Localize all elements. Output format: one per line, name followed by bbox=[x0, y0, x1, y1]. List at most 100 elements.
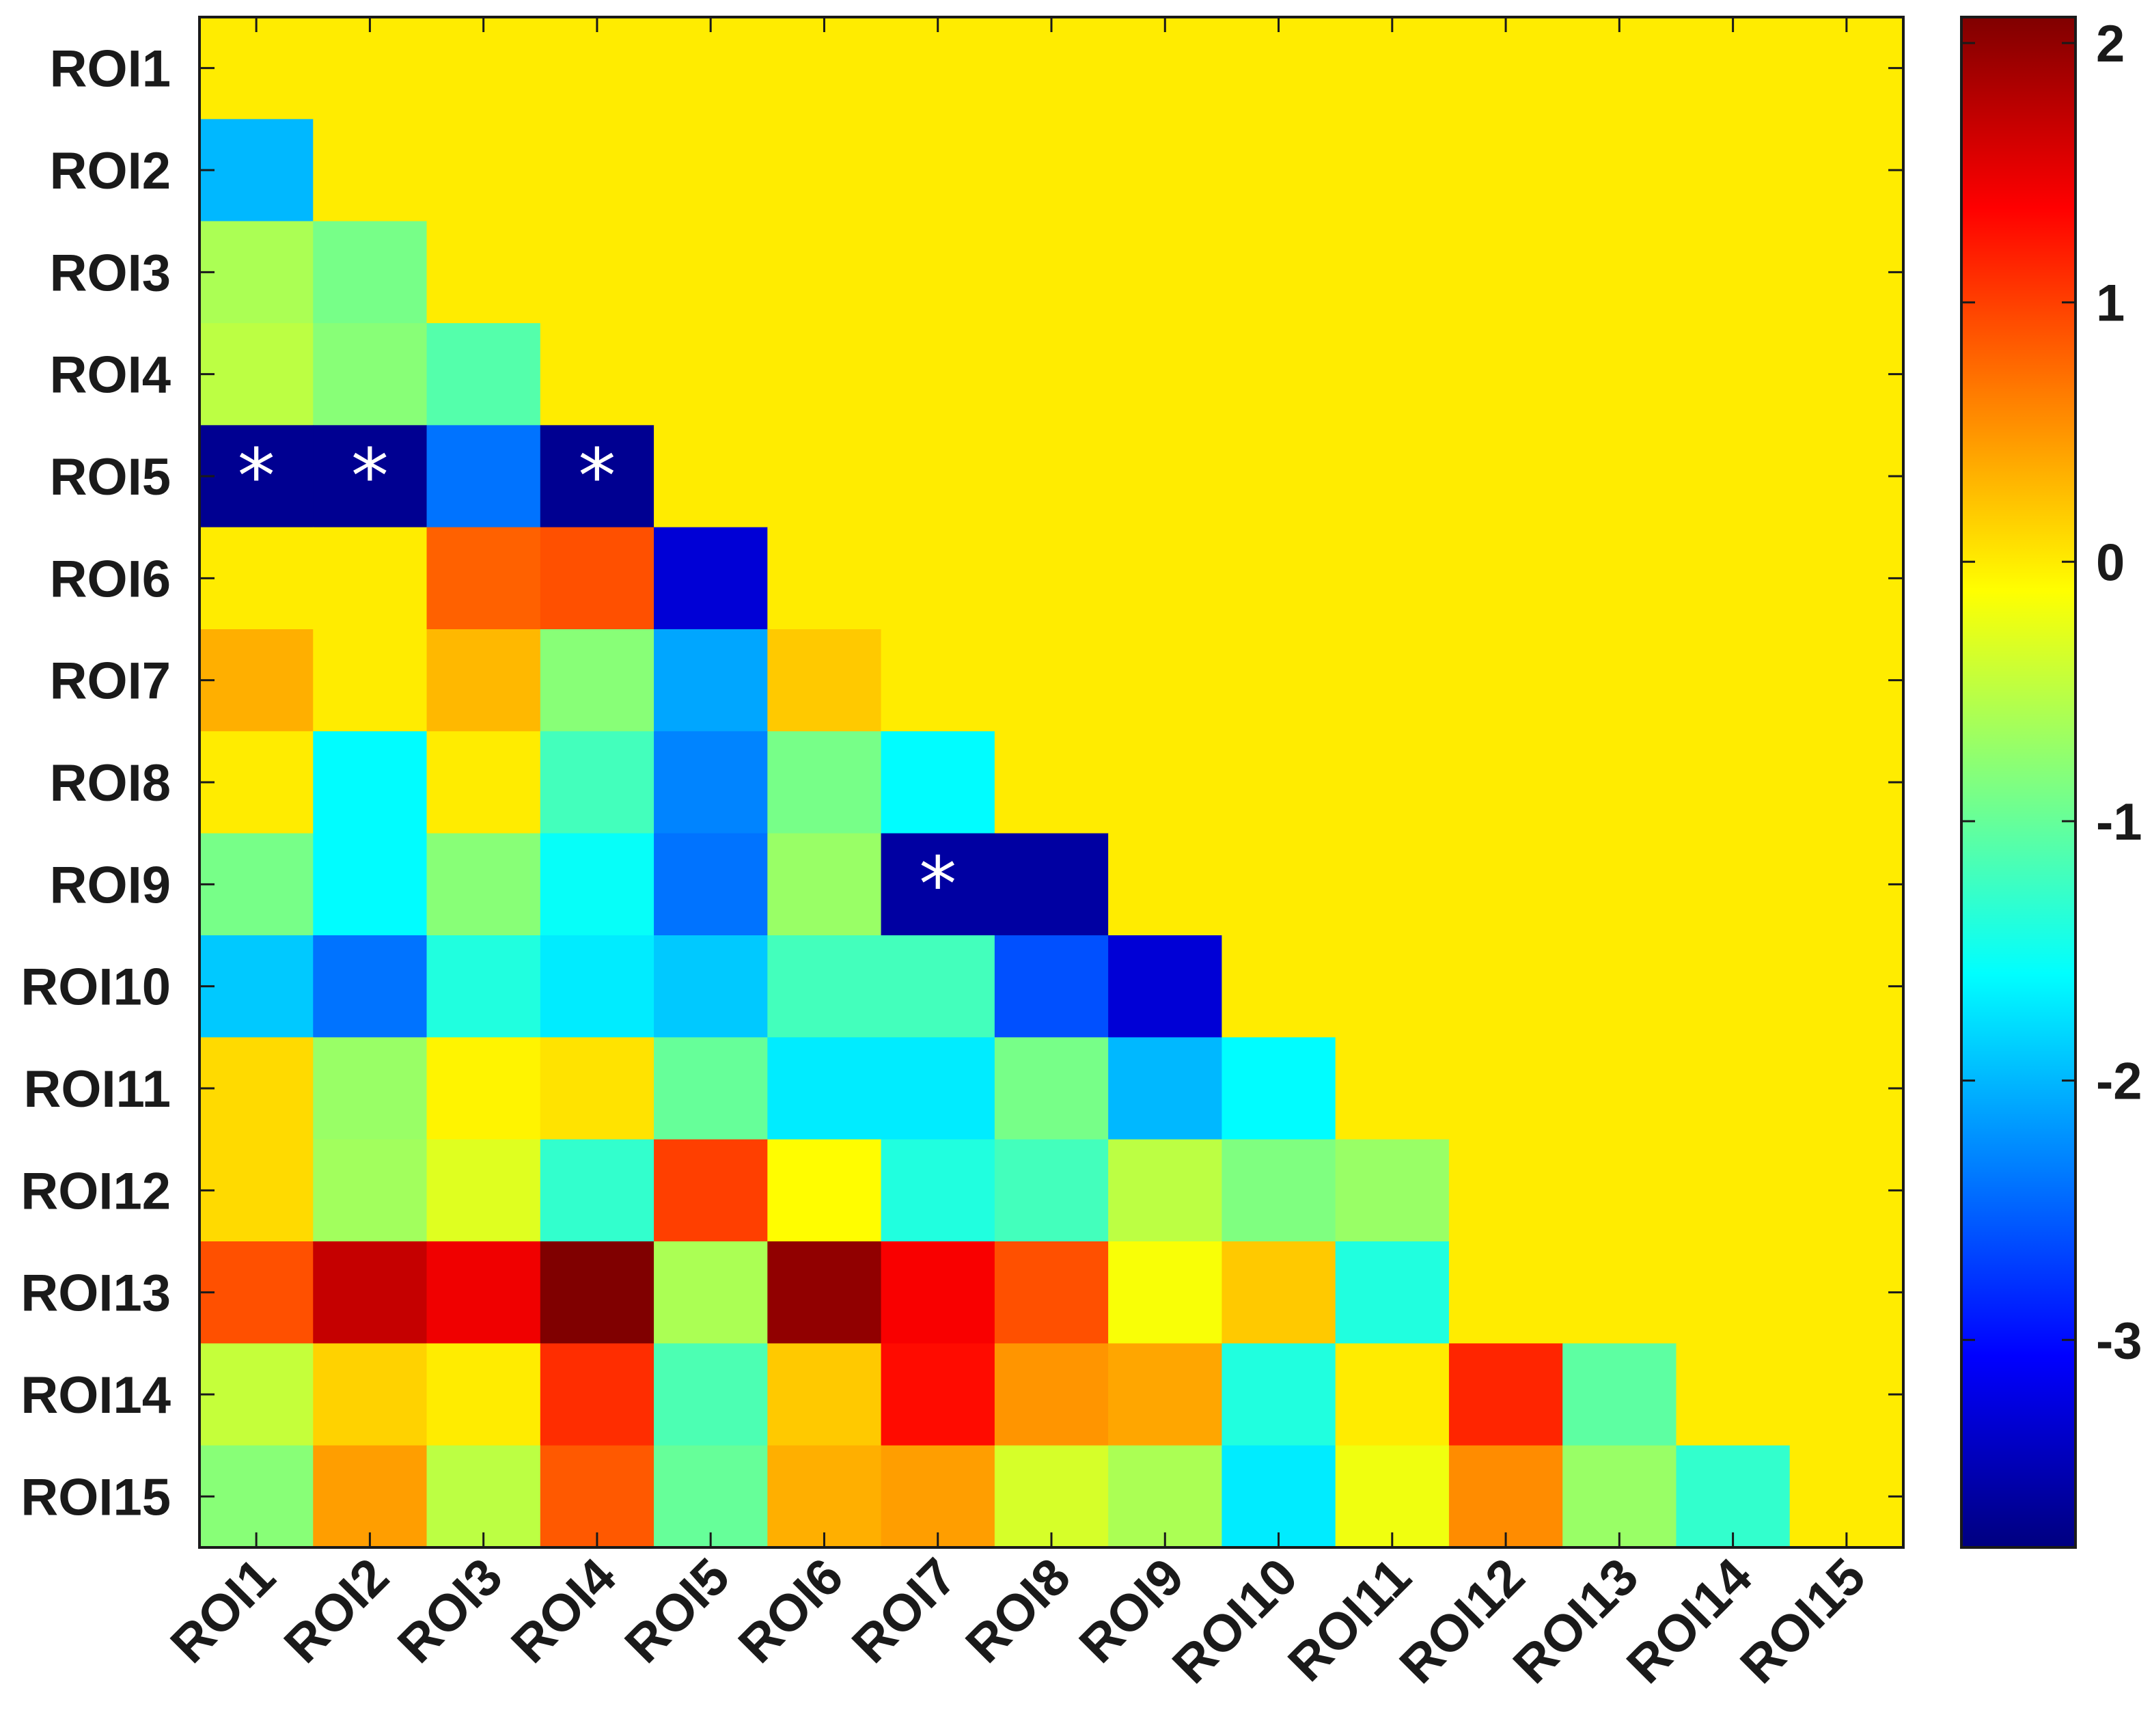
heatmap-cell-ROI3-ROI12 bbox=[1448, 221, 1563, 324]
heatmap-cell-ROI14-ROI12 bbox=[1448, 1343, 1563, 1446]
heatmap-cell-ROI6-ROI10 bbox=[1222, 527, 1336, 630]
axis-ticks bbox=[199, 17, 1903, 1547]
heatmap-cell-ROI2-ROI2 bbox=[313, 119, 428, 222]
heatmap-cell-ROI1-ROI8 bbox=[994, 17, 1109, 120]
heatmap-cell-ROI13-ROI9 bbox=[1108, 1241, 1222, 1344]
heatmap-cell-ROI11-ROI13 bbox=[1562, 1037, 1677, 1140]
heatmap-cell-ROI14-ROI4 bbox=[540, 1343, 654, 1446]
heatmap-cell-ROI15-ROI11 bbox=[1335, 1445, 1450, 1548]
heatmap-cell-ROI11-ROI9 bbox=[1108, 1037, 1222, 1140]
colorbar-tick-label: -3 bbox=[2096, 1312, 2142, 1370]
x-tick-label: ROI15 bbox=[1729, 1547, 1876, 1694]
heatmap-cell-ROI15-ROI13 bbox=[1562, 1445, 1677, 1548]
heatmap-cell-ROI12-ROI5 bbox=[654, 1139, 768, 1242]
heatmap-cell-ROI2-ROI8 bbox=[994, 119, 1109, 222]
heatmap-cell-ROI4-ROI5 bbox=[654, 323, 768, 426]
heatmap-cell-ROI1-ROI10 bbox=[1222, 17, 1336, 120]
y-tick-label: ROI7 bbox=[50, 652, 171, 711]
heatmap-cell-ROI13-ROI8 bbox=[994, 1241, 1109, 1344]
heatmap-cell-ROI7-ROI12 bbox=[1448, 629, 1563, 732]
x-tick-label: ROI3 bbox=[387, 1547, 514, 1675]
heatmap-cell-ROI2-ROI13 bbox=[1562, 119, 1677, 222]
heatmap-cell-ROI9-ROI7 bbox=[881, 833, 995, 936]
significance-marker: * bbox=[351, 432, 389, 520]
heatmap-cell-ROI4-ROI11 bbox=[1335, 323, 1450, 426]
y-tick-label: ROI8 bbox=[50, 754, 171, 812]
heatmap-cell-ROI10-ROI11 bbox=[1335, 935, 1450, 1038]
colorbar-frame bbox=[1960, 16, 2077, 1549]
heatmap-cell-ROI5-ROI12 bbox=[1448, 425, 1563, 528]
heatmap-cell-ROI1-ROI6 bbox=[767, 17, 882, 120]
heatmap-cell-ROI8-ROI12 bbox=[1448, 731, 1563, 834]
y-tick-label: ROI5 bbox=[50, 448, 171, 506]
heatmap-cell-ROI8-ROI13 bbox=[1562, 731, 1677, 834]
heatmap-cell-ROI5-ROI6 bbox=[767, 425, 882, 528]
y-tick-label: ROI13 bbox=[20, 1265, 171, 1323]
heatmap-cell-ROI7-ROI9 bbox=[1108, 629, 1222, 732]
heatmap-cell-ROI6-ROI11 bbox=[1335, 527, 1450, 630]
heatmap-cell-ROI3-ROI1 bbox=[199, 221, 314, 324]
heatmap-cell-ROI8-ROI7 bbox=[881, 731, 995, 834]
heatmap-cell-ROI7-ROI14 bbox=[1676, 629, 1791, 732]
heatmap-cell-ROI10-ROI7 bbox=[881, 935, 995, 1038]
heatmap-cell-ROI2-ROI11 bbox=[1335, 119, 1450, 222]
heatmap-cell-ROI14-ROI5 bbox=[654, 1343, 768, 1446]
x-tick-label: ROI10 bbox=[1161, 1547, 1308, 1694]
heatmap-cell-ROI7-ROI1 bbox=[199, 629, 314, 732]
heatmap-cell-ROI15-ROI9 bbox=[1108, 1445, 1222, 1548]
heatmap-cell-ROI13-ROI7 bbox=[881, 1241, 995, 1344]
heatmap-cell-ROI15-ROI12 bbox=[1448, 1445, 1563, 1548]
heatmap-cell-ROI3-ROI13 bbox=[1562, 221, 1677, 324]
heatmap-cell-ROI3-ROI14 bbox=[1676, 221, 1791, 324]
heatmap-cell-ROI14-ROI6 bbox=[767, 1343, 882, 1446]
heatmap-cell-ROI13-ROI15 bbox=[1789, 1241, 1904, 1344]
heatmap-cell-ROI14-ROI11 bbox=[1335, 1343, 1450, 1446]
heatmap-cell-ROI11-ROI2 bbox=[313, 1037, 428, 1140]
heatmap-cell-ROI4-ROI2 bbox=[313, 323, 428, 426]
significance-marker: * bbox=[919, 840, 956, 928]
heatmap-cell-ROI13-ROI6 bbox=[767, 1241, 882, 1344]
heatmap-cell-ROI13-ROI12 bbox=[1448, 1241, 1563, 1344]
heatmap-cell-ROI11-ROI12 bbox=[1448, 1037, 1563, 1140]
heatmap-cell-ROI15-ROI4 bbox=[540, 1445, 654, 1548]
heatmap-cell-ROI12-ROI12 bbox=[1448, 1139, 1563, 1242]
heatmap-cell-ROI6-ROI5 bbox=[654, 527, 768, 630]
heatmap-cell-ROI7-ROI4 bbox=[540, 629, 654, 732]
heatmap-cell-ROI14-ROI15 bbox=[1789, 1343, 1904, 1446]
heatmap-cell-ROI14-ROI7 bbox=[881, 1343, 995, 1446]
heatmap-cell-ROI7-ROI3 bbox=[426, 629, 541, 732]
heatmap-cell-ROI2-ROI9 bbox=[1108, 119, 1222, 222]
heatmap-cell-ROI2-ROI5 bbox=[654, 119, 768, 222]
heatmap-cell-ROI7-ROI10 bbox=[1222, 629, 1336, 732]
heatmap-cell-ROI12-ROI2 bbox=[313, 1139, 428, 1242]
heatmap-cell-ROI6-ROI15 bbox=[1789, 527, 1904, 630]
heatmap-cell-ROI12-ROI9 bbox=[1108, 1139, 1222, 1242]
heatmap-cell-ROI8-ROI5 bbox=[654, 731, 768, 834]
heatmap-cell-ROI13-ROI11 bbox=[1335, 1241, 1450, 1344]
heatmap-cell-ROI5-ROI13 bbox=[1562, 425, 1677, 528]
significance-markers: * * * * bbox=[238, 432, 957, 928]
heatmap-cell-ROI1-ROI5 bbox=[654, 17, 768, 120]
heatmap-cell-ROI14-ROI13 bbox=[1562, 1343, 1677, 1446]
heatmap-cell-ROI2-ROI3 bbox=[426, 119, 541, 222]
heatmap-cell-ROI15-ROI6 bbox=[767, 1445, 882, 1548]
heatmap-cell-ROI8-ROI3 bbox=[426, 731, 541, 834]
heatmap-cell-ROI13-ROI2 bbox=[313, 1241, 428, 1344]
heatmap-cell-ROI10-ROI5 bbox=[654, 935, 768, 1038]
x-tick-label: ROI1 bbox=[160, 1547, 287, 1675]
heatmap-cell-ROI6-ROI1 bbox=[199, 527, 314, 630]
heatmap-cell-ROI5-ROI8 bbox=[994, 425, 1109, 528]
heatmap-cell-ROI5-ROI4 bbox=[540, 425, 654, 528]
heatmap-cell-ROI1-ROI1 bbox=[199, 17, 314, 120]
colorbar-ticks: -3 -2 -1 0 1 2 bbox=[1961, 15, 2142, 1370]
heatmap-cell-ROI2-ROI14 bbox=[1676, 119, 1791, 222]
heatmap-cell-ROI3-ROI11 bbox=[1335, 221, 1450, 324]
heatmap-cell-ROI9-ROI10 bbox=[1222, 833, 1336, 936]
heatmap-cell-ROI2-ROI7 bbox=[881, 119, 995, 222]
x-tick-label: ROI13 bbox=[1502, 1547, 1649, 1694]
heatmap-cell-ROI6-ROI14 bbox=[1676, 527, 1791, 630]
heatmap-cell-ROI15-ROI8 bbox=[994, 1445, 1109, 1548]
heatmap-cells bbox=[199, 17, 1904, 1548]
y-tick-label: ROI6 bbox=[50, 550, 171, 608]
x-tick-label: ROI5 bbox=[614, 1547, 741, 1675]
